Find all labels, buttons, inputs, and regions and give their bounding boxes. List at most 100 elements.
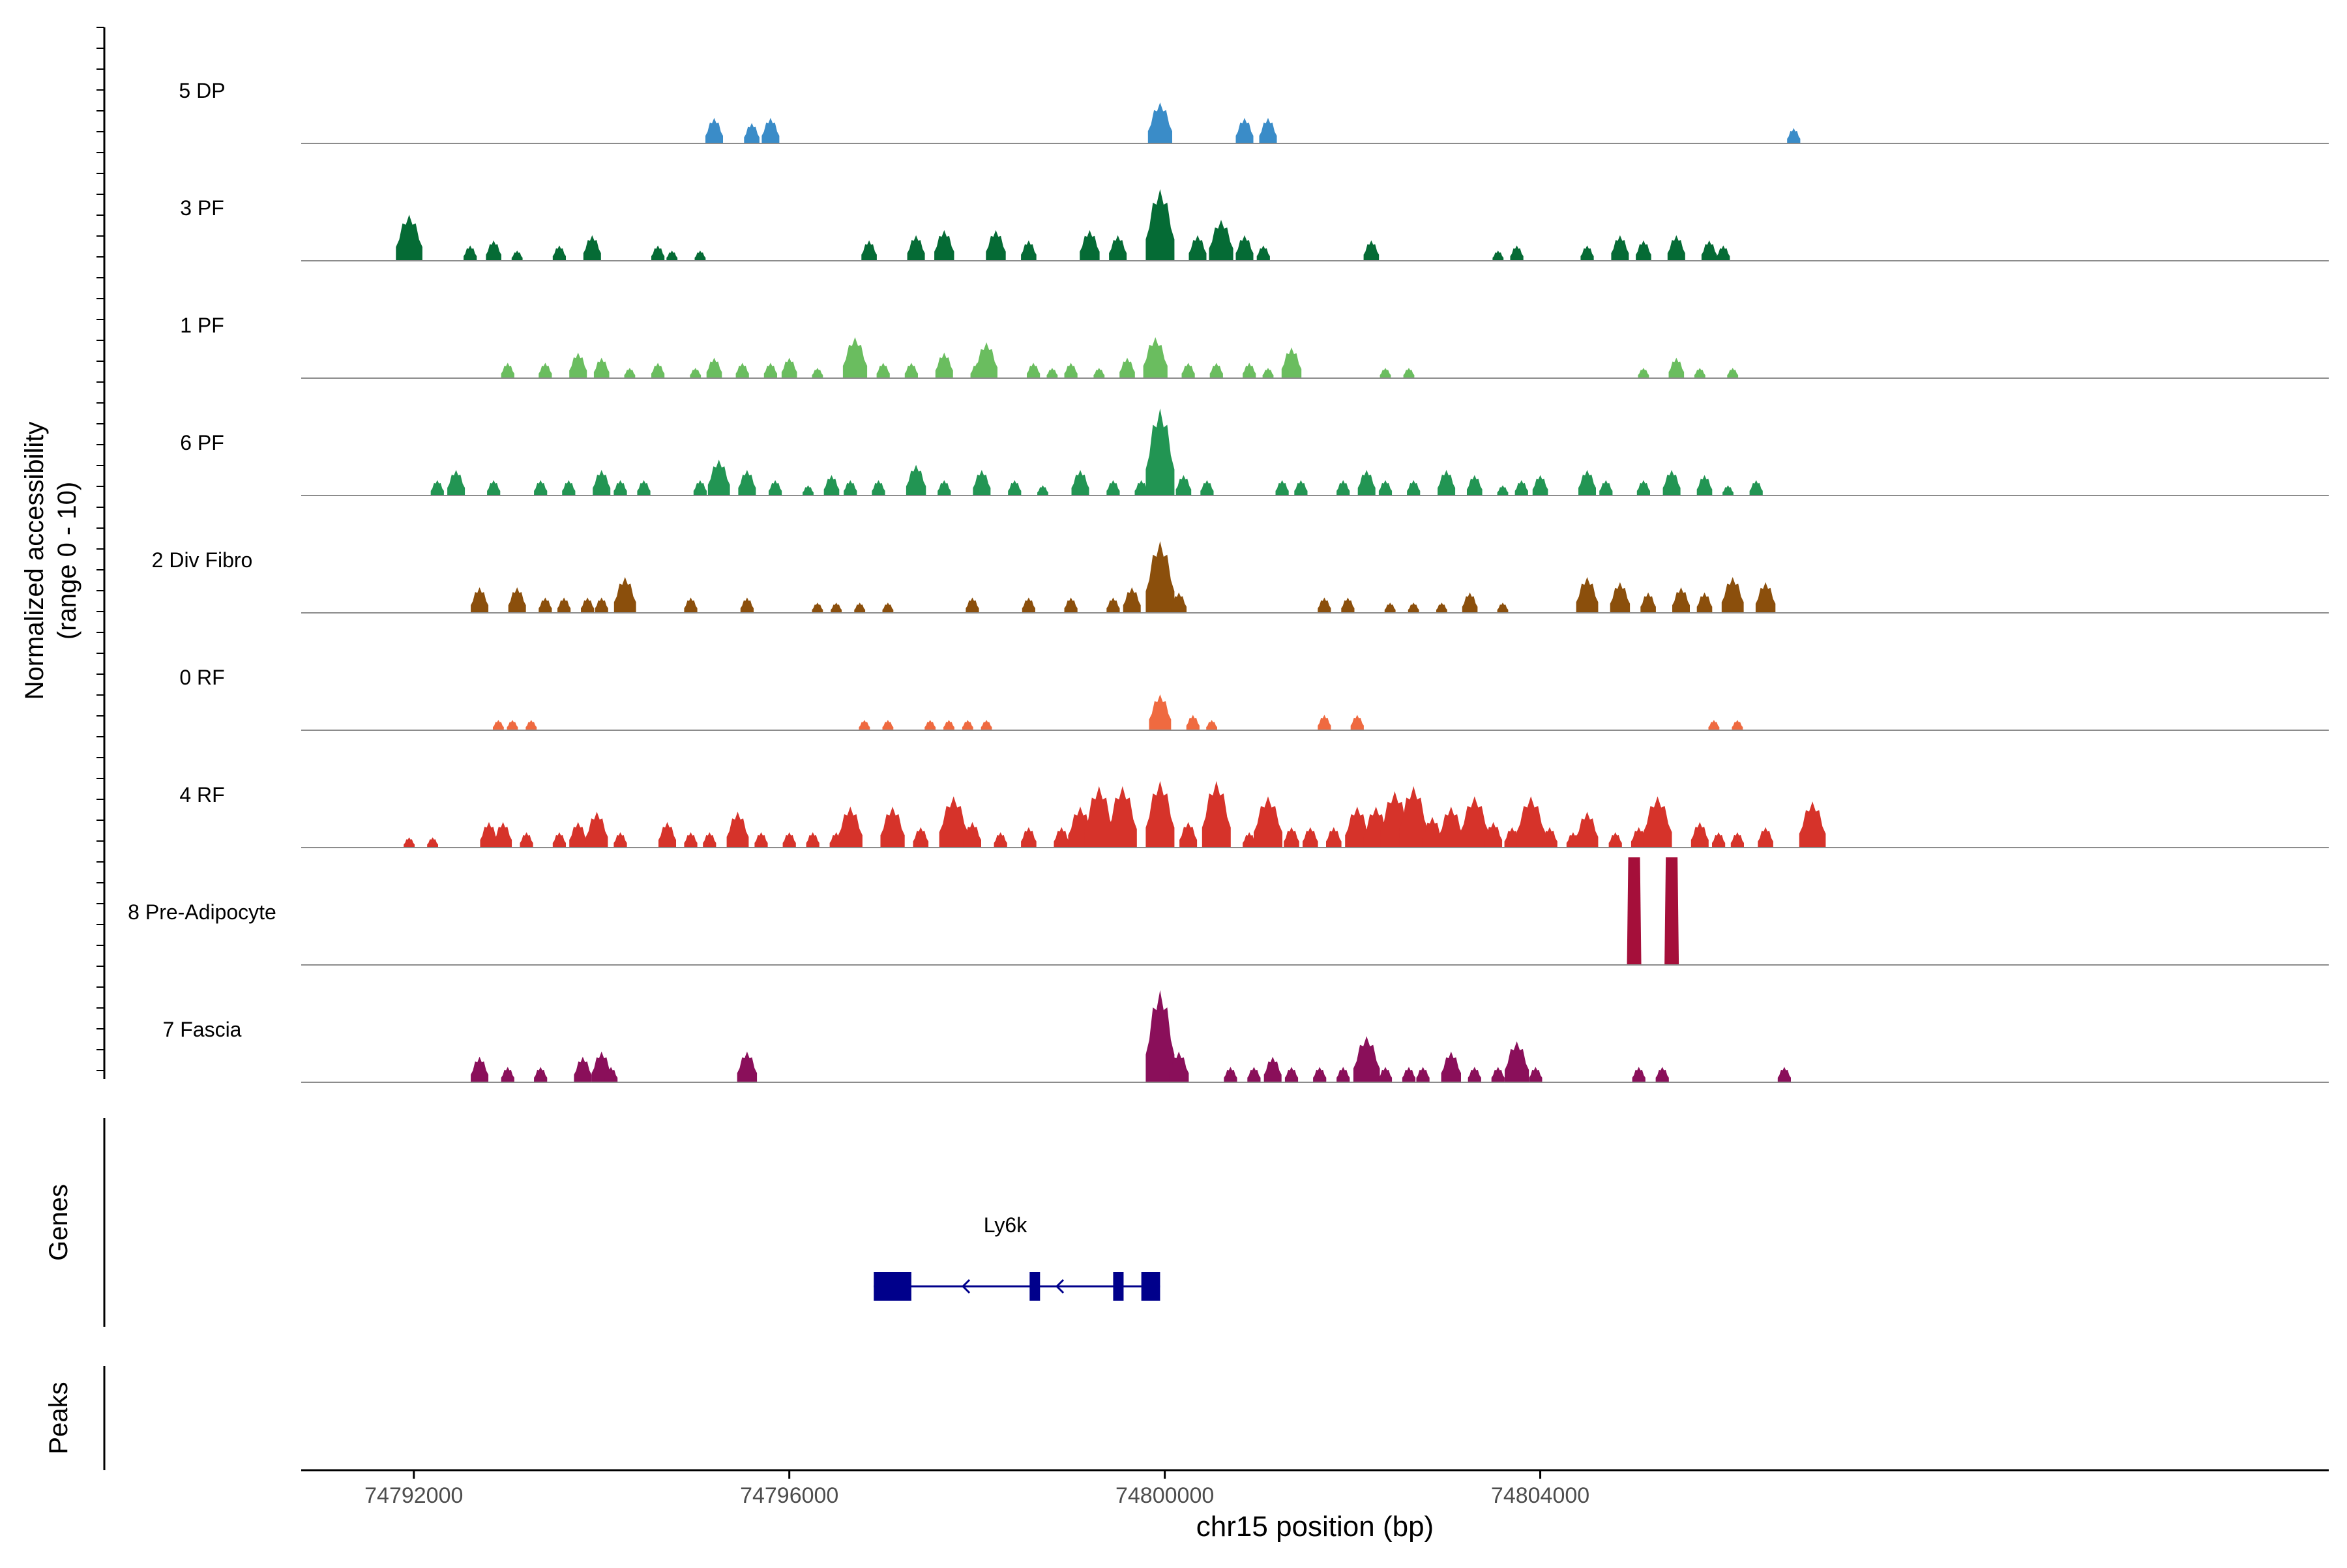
- coverage-peak: [1643, 796, 1672, 848]
- coverage-peak: [1638, 368, 1649, 378]
- coverage-peak: [1668, 357, 1685, 378]
- coverage-peak: [1468, 1067, 1481, 1082]
- coverage-peak: [1640, 592, 1656, 613]
- track-3-pf: 3 PF: [180, 189, 2329, 261]
- coverage-peak: [1071, 469, 1089, 496]
- coverage-peak: [1576, 812, 1599, 848]
- coverage-peak: [1732, 720, 1743, 730]
- coverage-peak: [1145, 541, 1175, 613]
- x-tick-label: 74800000: [1115, 1483, 1214, 1508]
- coverage-peak: [934, 229, 954, 261]
- track-4-rf: 4 RF: [179, 780, 2329, 848]
- coverage-peak: [593, 357, 610, 378]
- coverage-peak: [1438, 469, 1456, 496]
- coverage-peak: [552, 245, 567, 261]
- coverage-peak: [1046, 368, 1058, 378]
- coverage-peak: [1022, 597, 1035, 613]
- coverage-peak: [1636, 240, 1651, 261]
- track-label: 6 PF: [180, 431, 224, 454]
- y-axis-subtitle: (range 0 - 10): [53, 482, 81, 640]
- track-5-dp: 5 DP: [179, 79, 2329, 144]
- coverage-peak: [494, 821, 512, 848]
- coverage-peak: [1402, 1067, 1416, 1082]
- coverage-peak: [464, 245, 477, 261]
- coverage-peak: [427, 837, 438, 848]
- coverage-peak: [1209, 362, 1223, 378]
- coverage-peak: [1037, 485, 1048, 496]
- coverage-peak: [1712, 832, 1726, 848]
- coverage-peak: [583, 235, 601, 261]
- coverage-peak: [738, 469, 756, 496]
- coverage-peak: [1378, 480, 1393, 496]
- coverage-peak: [707, 460, 730, 496]
- gene-exon: [874, 1272, 911, 1301]
- coverage-peak: [1259, 117, 1277, 143]
- coverage-peak: [1416, 1067, 1430, 1082]
- coverage-peak: [624, 368, 636, 378]
- coverage-peak: [1667, 235, 1685, 261]
- track-7-fascia: 7 Fascia: [163, 990, 2329, 1083]
- coverage-peak: [812, 602, 823, 613]
- coverage-peak: [735, 362, 749, 378]
- coverage-peak: [574, 1056, 592, 1082]
- coverage-peak: [1325, 827, 1342, 848]
- track-label: 5 DP: [179, 79, 225, 102]
- coverage-peak: [404, 837, 415, 848]
- coverage-peak: [1380, 368, 1391, 378]
- coverage-peak: [1303, 827, 1318, 848]
- coverage-peak: [1730, 832, 1745, 848]
- coverage-peak: [1026, 362, 1041, 378]
- track-label: 3 PF: [180, 196, 224, 220]
- coverage-peak: [666, 250, 678, 261]
- coverage-peak: [1384, 602, 1396, 613]
- x-tick-label: 74804000: [1491, 1483, 1589, 1508]
- coverage-peak: [986, 229, 1006, 261]
- coverage-peak: [684, 597, 698, 613]
- coverage-peak: [613, 577, 636, 613]
- coverage-peak: [1145, 189, 1175, 261]
- coverage-peak: [705, 117, 724, 143]
- coverage-peak: [1008, 480, 1022, 496]
- coverage-peak: [1235, 117, 1254, 143]
- coverage-peak: [1263, 1056, 1282, 1082]
- coverage-peak: [854, 602, 866, 613]
- coverage-peak: [1175, 475, 1192, 496]
- coverage-peak: [1350, 715, 1364, 730]
- coverage-peak: [838, 806, 863, 848]
- coverage-peak: [1345, 806, 1370, 848]
- coverage-peak: [1106, 597, 1120, 613]
- coverage-peak: [1341, 597, 1355, 613]
- coverage-peak: [581, 597, 595, 613]
- gene-exon: [1141, 1272, 1160, 1301]
- coverage-peak: [781, 357, 797, 378]
- coverage-peak: [651, 362, 665, 378]
- coverage-peak: [1696, 475, 1713, 496]
- coverage-peak: [706, 357, 722, 378]
- coverage-peak: [487, 480, 501, 496]
- coverage-peak: [1247, 1067, 1261, 1082]
- coverage-peak: [872, 480, 885, 496]
- track-0-rf: 0 RF: [179, 666, 2329, 731]
- coverage-peak: [1336, 480, 1350, 496]
- coverage-peak: [906, 464, 926, 496]
- coverage-peak: [651, 245, 665, 261]
- coverage-peak: [1054, 827, 1070, 848]
- coverage-peak: [534, 480, 548, 496]
- coverage-peak: [882, 720, 894, 730]
- track-label: 1 PF: [180, 314, 224, 337]
- coverage-peak: [430, 480, 444, 496]
- coverage-peak: [1145, 780, 1175, 848]
- y-axis-title: Normalized accessibility: [20, 422, 49, 700]
- coverage-peak: [1610, 582, 1631, 613]
- coverage-peak: [1313, 1067, 1327, 1082]
- track-6-pf: 6 PF: [180, 408, 2329, 496]
- coverage-peak: [935, 352, 953, 378]
- coverage-peak: [1363, 240, 1380, 261]
- track-label: 8 Pre-Adipocyte: [128, 900, 276, 924]
- coverage-peak: [1123, 587, 1141, 613]
- coverage-peak: [1799, 801, 1826, 848]
- coverage-peak: [1119, 357, 1135, 378]
- coverage-peak: [501, 1067, 514, 1082]
